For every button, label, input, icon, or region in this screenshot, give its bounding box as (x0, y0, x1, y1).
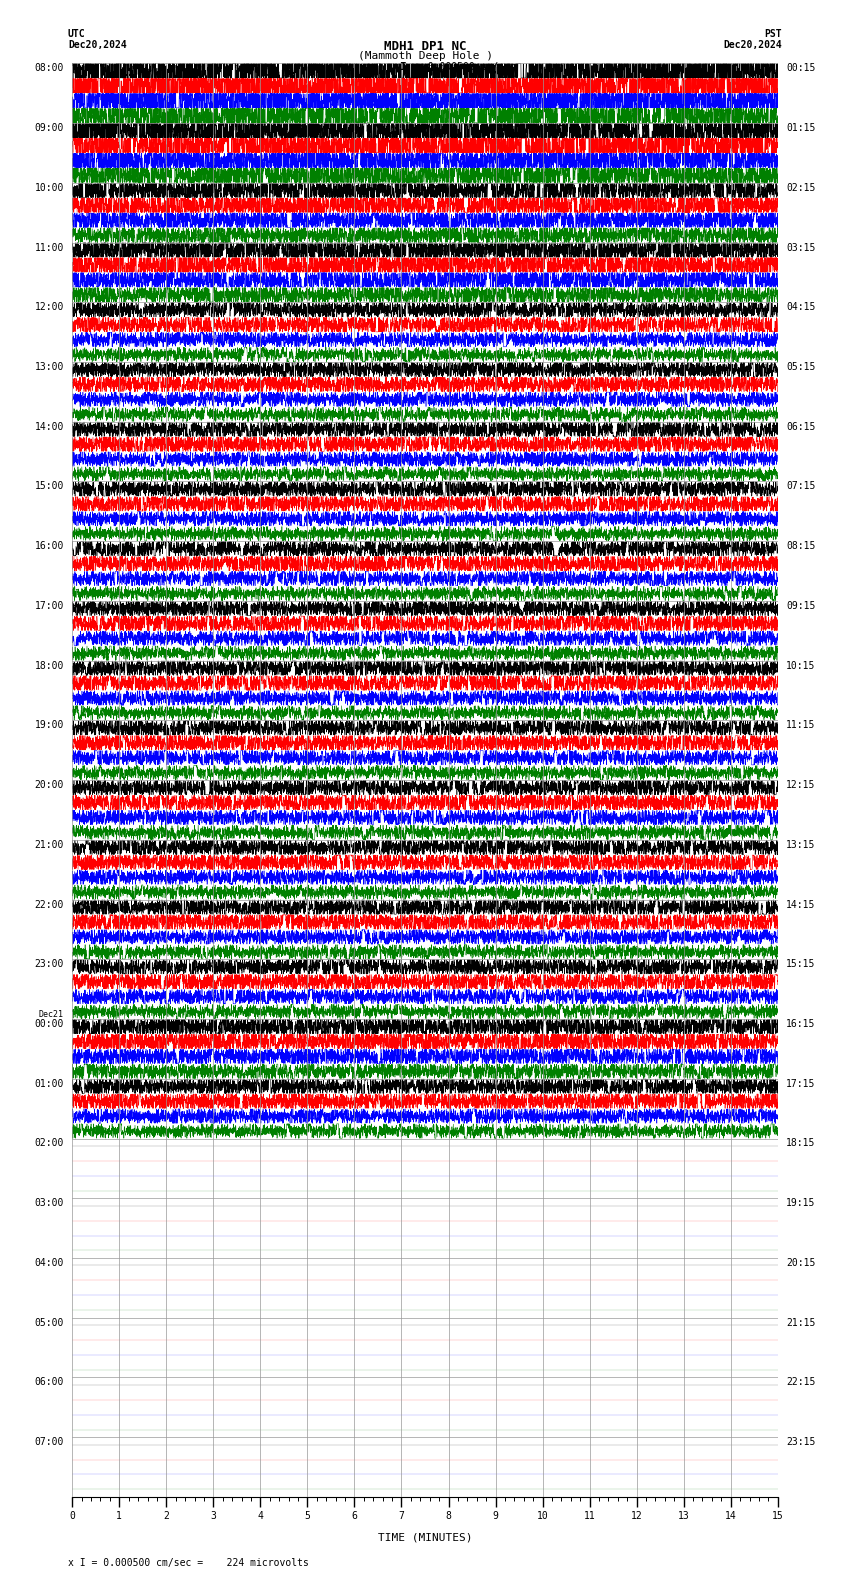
Text: PST: PST (764, 29, 782, 38)
Text: 10:15: 10:15 (786, 661, 816, 670)
Text: 03:15: 03:15 (786, 242, 816, 252)
Text: 01:00: 01:00 (34, 1079, 64, 1088)
Text: 09:00: 09:00 (34, 124, 64, 133)
Text: 20:00: 20:00 (34, 779, 64, 790)
Text: MDH1 DP1 NC: MDH1 DP1 NC (383, 40, 467, 52)
X-axis label: TIME (MINUTES): TIME (MINUTES) (377, 1533, 473, 1543)
Text: 05:15: 05:15 (786, 363, 816, 372)
Text: 11:15: 11:15 (786, 721, 816, 730)
Text: 16:15: 16:15 (786, 1019, 816, 1030)
Text: 00:00: 00:00 (34, 1019, 64, 1030)
Text: 14:15: 14:15 (786, 900, 816, 909)
Text: 18:15: 18:15 (786, 1139, 816, 1148)
Text: 02:15: 02:15 (786, 182, 816, 193)
Text: 06:15: 06:15 (786, 421, 816, 432)
Text: Dec20,2024: Dec20,2024 (723, 40, 782, 49)
Text: 19:15: 19:15 (786, 1198, 816, 1209)
Text: 00:15: 00:15 (786, 63, 816, 73)
Text: 15:00: 15:00 (34, 482, 64, 491)
Text: Dec20,2024: Dec20,2024 (68, 40, 127, 49)
Text: 03:00: 03:00 (34, 1198, 64, 1209)
Text: 11:00: 11:00 (34, 242, 64, 252)
Text: 16:00: 16:00 (34, 542, 64, 551)
Text: 07:00: 07:00 (34, 1437, 64, 1448)
Text: 05:00: 05:00 (34, 1318, 64, 1327)
Text: 04:15: 04:15 (786, 303, 816, 312)
Text: I: I (400, 62, 406, 71)
Text: 18:00: 18:00 (34, 661, 64, 670)
Text: 15:15: 15:15 (786, 960, 816, 969)
Text: 23:15: 23:15 (786, 1437, 816, 1448)
Text: 04:00: 04:00 (34, 1258, 64, 1267)
Text: 01:15: 01:15 (786, 124, 816, 133)
Text: 12:15: 12:15 (786, 779, 816, 790)
Text: = 0.000500 cm/sec: = 0.000500 cm/sec (416, 62, 516, 71)
Text: 20:15: 20:15 (786, 1258, 816, 1267)
Text: 17:00: 17:00 (34, 600, 64, 611)
Text: 08:15: 08:15 (786, 542, 816, 551)
Text: 09:15: 09:15 (786, 600, 816, 611)
Text: 22:00: 22:00 (34, 900, 64, 909)
Text: 10:00: 10:00 (34, 182, 64, 193)
Text: 13:15: 13:15 (786, 840, 816, 851)
Text: 17:15: 17:15 (786, 1079, 816, 1088)
Text: (Mammoth Deep Hole ): (Mammoth Deep Hole ) (358, 51, 492, 60)
Text: 21:15: 21:15 (786, 1318, 816, 1327)
Text: 06:00: 06:00 (34, 1378, 64, 1388)
Text: 02:00: 02:00 (34, 1139, 64, 1148)
Text: 12:00: 12:00 (34, 303, 64, 312)
Text: 08:00: 08:00 (34, 63, 64, 73)
Text: UTC: UTC (68, 29, 86, 38)
Text: 13:00: 13:00 (34, 363, 64, 372)
Text: 21:00: 21:00 (34, 840, 64, 851)
Text: 14:00: 14:00 (34, 421, 64, 432)
Text: Dec21: Dec21 (39, 1011, 64, 1019)
Text: 07:15: 07:15 (786, 482, 816, 491)
Text: 19:00: 19:00 (34, 721, 64, 730)
Text: 22:15: 22:15 (786, 1378, 816, 1388)
Text: 23:00: 23:00 (34, 960, 64, 969)
Text: x I = 0.000500 cm/sec =    224 microvolts: x I = 0.000500 cm/sec = 224 microvolts (68, 1559, 309, 1568)
